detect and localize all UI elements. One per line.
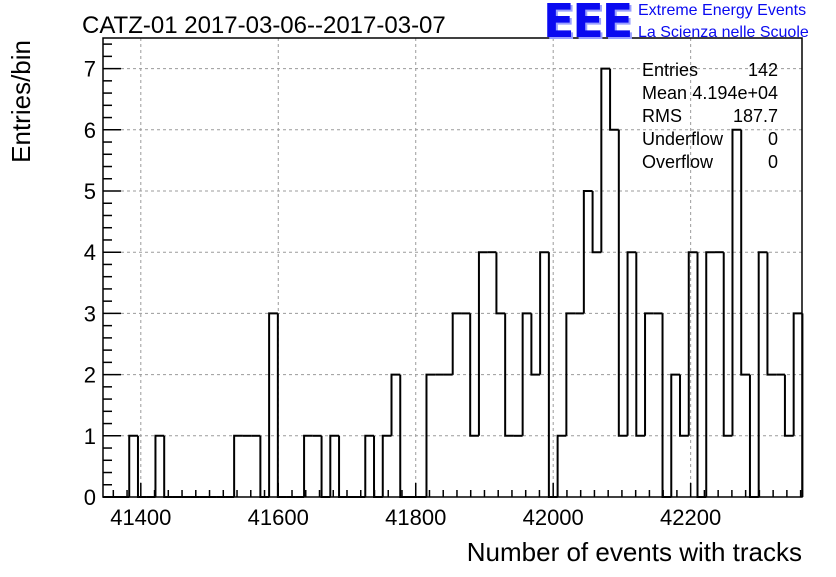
stats-value: 142 — [748, 60, 778, 80]
histogram-bin — [556, 434, 567, 497]
logo-text-line-2: La Scienza nelle Scuole — [638, 24, 809, 41]
histogram-bin — [722, 252, 733, 437]
y-tick-label: 2 — [84, 363, 96, 388]
y-tick-label: 3 — [84, 301, 96, 326]
histogram-bin — [338, 435, 348, 498]
histogram-bin — [792, 312, 803, 436]
histogram-bin — [600, 67, 611, 253]
histogram-bin — [373, 435, 383, 498]
stats-value: 0 — [768, 152, 778, 172]
x-tick-label: 42200 — [660, 505, 721, 530]
stats-value: 187.7 — [733, 106, 778, 126]
x-tick-label: 41400 — [110, 505, 171, 530]
histogram-bin — [128, 434, 138, 497]
histogram-bin — [136, 435, 147, 498]
histogram-bin — [451, 312, 462, 375]
y-tick-label: 5 — [84, 179, 96, 204]
axis-ticks: 41400 41600 41800 42000 42200 0 1 2 3 4 5 6 7 — [84, 43, 802, 530]
histogram-bin — [154, 434, 165, 497]
histogram-bin — [530, 313, 541, 376]
y-tick-label: 6 — [84, 118, 96, 143]
y-axis-label: Entries/bin — [6, 40, 36, 163]
histogram-bin — [233, 434, 243, 497]
logo-text-line-1: Extreme Energy Events — [638, 2, 807, 19]
y-tick-label: 4 — [84, 240, 96, 265]
plot-frame — [102, 37, 803, 498]
stats-value: 4.194e+04 — [692, 83, 778, 103]
histogram-bin — [565, 312, 576, 436]
histogram-bin — [740, 129, 750, 376]
histogram-bin — [609, 68, 619, 131]
histogram-bin — [679, 374, 689, 437]
y-tick-label: 0 — [84, 485, 96, 510]
histogram-bin — [521, 312, 532, 436]
histogram-bin — [617, 129, 628, 437]
x-tick-label: 41800 — [385, 505, 446, 530]
histogram-bin — [259, 435, 270, 498]
chart-title: CATZ-01 2017-03-06--2017-03-07 — [82, 12, 446, 39]
histogram-bin — [163, 435, 173, 498]
histogram-bin — [364, 434, 375, 497]
stats-label: Mean — [642, 83, 687, 103]
histogram-bin — [591, 191, 602, 254]
histogram-bin — [329, 434, 340, 497]
histogram-bin — [381, 434, 392, 497]
x-axis-label: Number of events with tracks — [467, 537, 802, 567]
histogram-bin — [303, 434, 313, 497]
histogram-bin — [670, 373, 681, 497]
histogram-bin — [757, 251, 768, 497]
histogram-bin — [477, 251, 488, 436]
eee-logo: EEE — [543, 0, 633, 48]
stats-label: Entries — [642, 60, 698, 80]
histogram-bin — [783, 374, 794, 437]
histogram-bin — [644, 312, 654, 436]
stats-label: RMS — [642, 106, 682, 126]
histogram-bin — [626, 251, 637, 436]
x-tick-label: 41600 — [248, 505, 309, 530]
y-tick-label: 7 — [84, 57, 96, 82]
histogram-bin — [766, 252, 777, 376]
histogram-bin — [687, 251, 698, 436]
histogram-bin — [582, 190, 593, 314]
histogram-bin — [390, 373, 401, 436]
histogram-bin — [731, 128, 742, 436]
histogram-bin — [705, 251, 715, 497]
histogram-bin — [268, 312, 278, 497]
histogram-bin — [495, 252, 506, 315]
stats-box: Entries 142 Mean 4.194e+04 RMS 187.7 Underflow… — [642, 60, 778, 172]
histogram-bin — [425, 373, 436, 497]
histogram-bin — [469, 313, 479, 437]
x-tick-label: 42000 — [523, 505, 584, 530]
y-tick-label: 1 — [84, 424, 96, 449]
histogram-bin — [661, 313, 672, 498]
plot-area-frame — [102, 37, 803, 498]
histogram-bin — [539, 251, 549, 375]
stats-value: 0 — [768, 129, 778, 149]
stats-label: Overflow — [642, 152, 714, 172]
stats-label: Underflow — [642, 129, 724, 149]
histogram-bin — [276, 313, 287, 498]
histogram-bin — [635, 252, 646, 437]
histogram-bin — [504, 313, 514, 437]
histogram-bin — [320, 435, 331, 498]
